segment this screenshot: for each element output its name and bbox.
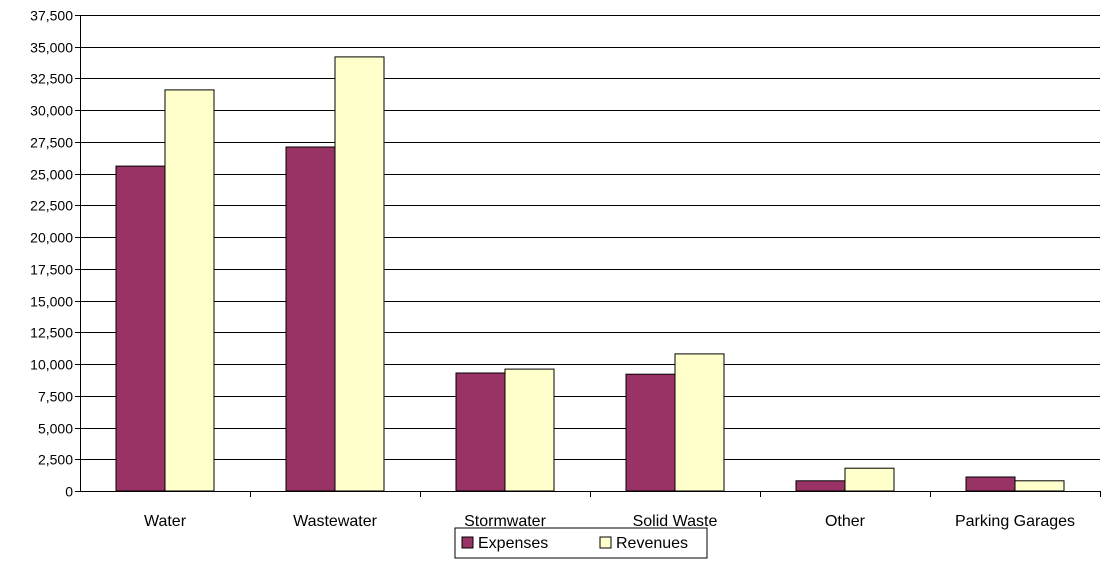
bar-expenses-wastewater bbox=[285, 146, 336, 492]
bar-revenues-parking-garages bbox=[1014, 480, 1065, 492]
legend-label-revenues: Revenues bbox=[616, 535, 688, 552]
y-tick-label: 7,500 bbox=[38, 389, 73, 405]
bars bbox=[115, 56, 1065, 492]
category-label: Water bbox=[144, 513, 187, 530]
category-labels: Water Wastewater Stormwater Solid Waste Othe… bbox=[144, 513, 1075, 530]
y-tick-label: 5,000 bbox=[38, 421, 73, 437]
y-tick-label: 15,000 bbox=[30, 294, 73, 310]
category-label: Parking Garages bbox=[955, 513, 1075, 530]
bar-revenues-water bbox=[164, 89, 215, 492]
legend-swatch-revenues bbox=[599, 536, 612, 549]
y-tick-label: 10,000 bbox=[30, 357, 73, 373]
bar-revenues-stormwater bbox=[504, 368, 555, 492]
bar-revenues-solid-waste bbox=[674, 353, 725, 492]
y-tick-label: 2,500 bbox=[38, 452, 73, 468]
category-label: Wastewater bbox=[293, 513, 378, 530]
y-tick-label: 27,500 bbox=[30, 135, 73, 151]
legend-box bbox=[454, 527, 708, 559]
bar-expenses-other bbox=[795, 480, 846, 492]
y-tick-label: 12,500 bbox=[30, 325, 73, 341]
bar-expenses-stormwater bbox=[455, 372, 506, 492]
y-axis-ticks: 0 2,500 5,000 7,500 10,000 12,500 15,000 17,500… bbox=[30, 8, 80, 500]
y-tick-label: 25,000 bbox=[30, 167, 73, 183]
x-axis-ticks bbox=[250, 491, 1101, 497]
bar-expenses-solid-waste bbox=[625, 373, 676, 492]
category-label: Stormwater bbox=[464, 513, 546, 530]
category-label: Solid Waste bbox=[633, 513, 718, 530]
bar-expenses-parking-garages bbox=[965, 476, 1016, 492]
legend-swatch-expenses bbox=[461, 536, 474, 549]
bar-expenses-water bbox=[115, 165, 166, 492]
y-tick-label: 20,000 bbox=[30, 230, 73, 246]
y-tick-label: 0 bbox=[65, 484, 73, 500]
y-tick-label: 35,000 bbox=[30, 40, 73, 56]
y-tick-label: 30,000 bbox=[30, 103, 73, 119]
y-tick-label: 37,500 bbox=[30, 8, 73, 24]
y-tick-label: 32,500 bbox=[30, 71, 73, 87]
gridlines bbox=[80, 15, 1100, 460]
legend-label-expenses: Expenses bbox=[478, 535, 548, 552]
category-label: Other bbox=[825, 513, 866, 530]
bar-revenues-other bbox=[844, 467, 895, 492]
legend: Expenses Revenues bbox=[454, 527, 708, 559]
bar-revenues-wastewater bbox=[334, 56, 385, 492]
axes bbox=[80, 15, 1100, 492]
y-tick-label: 17,500 bbox=[30, 262, 73, 278]
y-tick-label: 22,500 bbox=[30, 198, 73, 214]
